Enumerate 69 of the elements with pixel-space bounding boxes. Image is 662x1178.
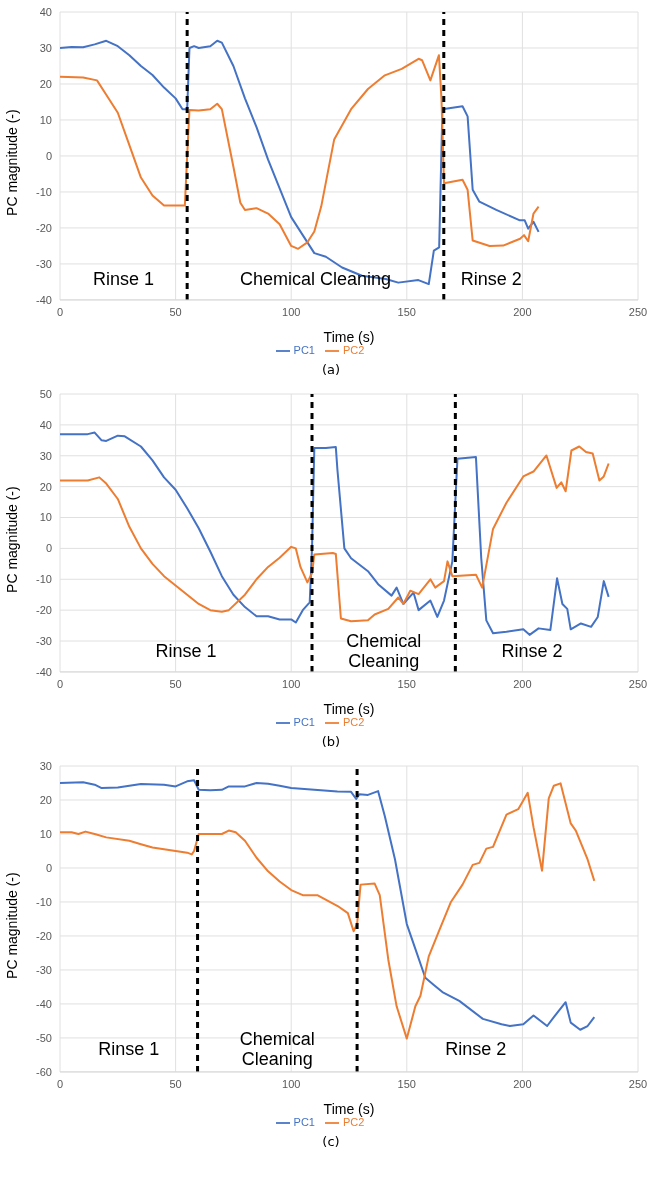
- y-axis-title: PC magnitude (-): [3, 486, 20, 593]
- y-tick-label: 0: [45, 861, 52, 874]
- annotation: Rinse 2: [445, 1039, 507, 1060]
- annotation: Rinse 2: [501, 641, 563, 662]
- y-tick-label: 40: [39, 418, 52, 431]
- x-tick-label: 200: [513, 305, 532, 318]
- y-tick-label: -40: [36, 293, 52, 306]
- y-axis-title: PC magnitude (-): [3, 872, 20, 979]
- x-axis-title: Time (s): [323, 328, 375, 345]
- x-tick-label: 250: [628, 1077, 648, 1090]
- x-tick-label: 0: [56, 1077, 64, 1090]
- y-tick-label: -60: [36, 1065, 52, 1078]
- x-tick-label: 50: [169, 305, 182, 318]
- x-tick-label: 250: [628, 305, 648, 318]
- y-tick-label: -20: [36, 221, 52, 234]
- y-tick-label: 30: [39, 759, 52, 772]
- x-tick-label: 100: [282, 305, 301, 318]
- y-tick-label: 20: [39, 77, 52, 90]
- x-tick-label: 200: [513, 677, 532, 690]
- y-tick-label: -40: [36, 997, 52, 1010]
- annotation: Chemical Cleaning: [346, 631, 422, 672]
- x-tick-label: 250: [628, 677, 648, 690]
- y-tick-label: -30: [36, 963, 52, 976]
- y-tick-label: 50: [39, 387, 52, 400]
- y-tick-label: -20: [36, 604, 52, 617]
- x-tick-label: 0: [56, 305, 64, 318]
- y-tick-label: 20: [39, 480, 52, 493]
- line-series: [60, 54, 540, 250]
- legend-label: PC1: [293, 1115, 315, 1128]
- y-tick-label: 10: [39, 113, 52, 126]
- x-tick-label: 150: [397, 305, 416, 318]
- y-tick-label: -10: [36, 185, 52, 198]
- x-axis-title: Time (s): [323, 700, 375, 717]
- y-tick-label: -50: [36, 1031, 52, 1044]
- annotation: Rinse 1: [155, 641, 217, 662]
- y-tick-label: 10: [39, 827, 52, 840]
- text: (c): [321, 1134, 341, 1151]
- y-tick-label: 0: [45, 149, 52, 162]
- x-tick-label: 150: [397, 677, 416, 690]
- y-tick-label: 20: [39, 793, 52, 806]
- y-tick-label: 30: [39, 41, 52, 54]
- annotation: Rinse 1: [93, 268, 155, 289]
- legend-label: PC1: [293, 343, 315, 356]
- y-tick-label: 30: [39, 449, 52, 462]
- legend-label: PC1: [293, 715, 315, 728]
- x-tick-label: 0: [56, 677, 64, 690]
- annotation: Rinse 1: [98, 1039, 160, 1060]
- y-tick-label: 10: [39, 511, 52, 524]
- y-tick-label: -40: [36, 665, 52, 678]
- y-tick-label: 0: [45, 542, 52, 555]
- text: (a): [320, 362, 342, 379]
- text: (b): [320, 734, 342, 751]
- y-tick-label: -30: [36, 257, 52, 270]
- x-tick-label: 100: [282, 677, 301, 690]
- x-tick-label: 100: [282, 1077, 301, 1090]
- annotation: Rinse 2: [460, 268, 522, 289]
- annotation: Chemical Cleaning: [239, 1029, 315, 1070]
- x-axis-title: Time (s): [323, 1100, 375, 1117]
- y-tick-label: -10: [36, 895, 52, 908]
- x-tick-label: 50: [169, 1077, 182, 1090]
- x-tick-label: 200: [513, 1077, 532, 1090]
- annotation: Chemical Cleaning: [239, 268, 392, 289]
- y-tick-label: 40: [39, 5, 52, 18]
- y-tick-label: -10: [36, 573, 52, 586]
- y-tick-label: -20: [36, 929, 52, 942]
- y-axis-title: PC magnitude (-): [3, 109, 20, 216]
- y-tick-label: -30: [36, 634, 52, 647]
- x-tick-label: 50: [169, 677, 182, 690]
- x-tick-label: 150: [397, 1077, 416, 1090]
